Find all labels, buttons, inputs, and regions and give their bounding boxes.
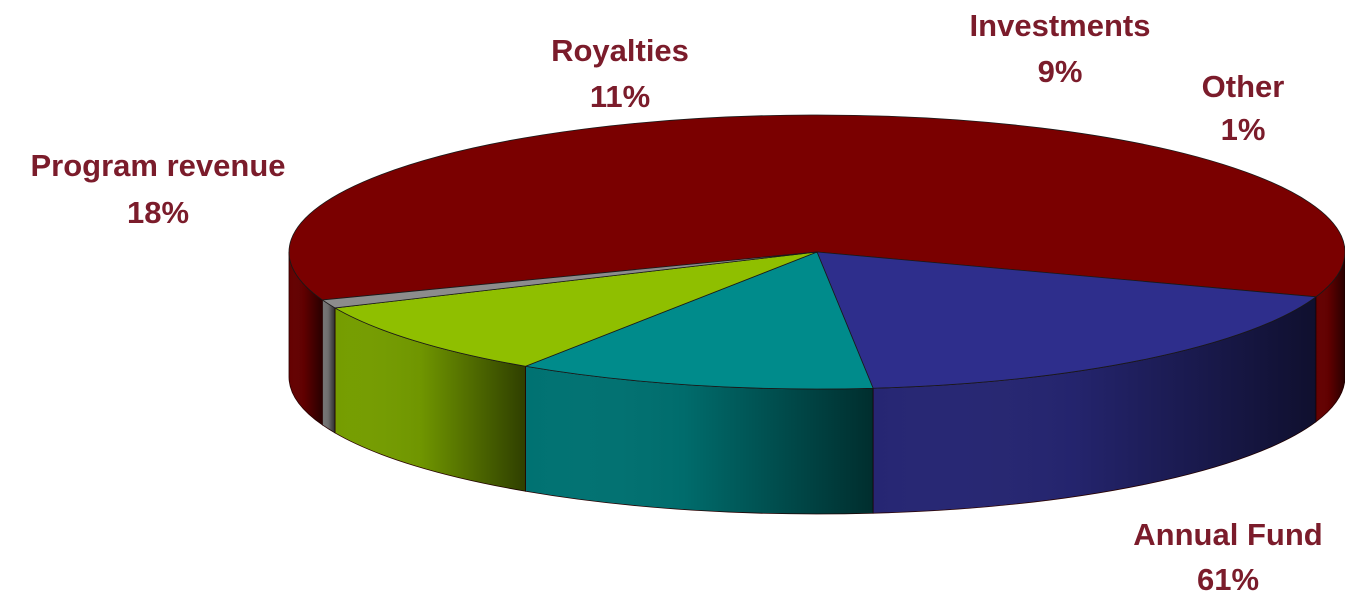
slice-label-annual-fund: Annual Fund 61% xyxy=(1133,517,1322,593)
label-other-name: Other xyxy=(1202,69,1285,104)
pie-top xyxy=(288,114,1345,390)
label-investments-name: Investments xyxy=(970,8,1151,43)
slice-top-annual-fund xyxy=(288,114,1345,301)
label-annual-fund-pct: 61% xyxy=(1197,562,1259,593)
slice-top-royalties xyxy=(524,251,874,390)
label-program-revenue-pct: 18% xyxy=(127,195,189,230)
label-program-revenue-name: Program revenue xyxy=(31,148,286,183)
slice-top-program-revenue xyxy=(816,251,1318,389)
slice-side-shading-other xyxy=(322,299,336,433)
slice-label-program-revenue: Program revenue 18% xyxy=(31,148,286,230)
slice-label-royalties: Royalties 11% xyxy=(551,33,689,114)
label-royalties-pct: 11% xyxy=(590,79,650,114)
label-other-pct: 1% xyxy=(1221,112,1266,147)
label-annual-fund-name: Annual Fund xyxy=(1133,517,1322,552)
slice-side-shading-annual-fund-1 xyxy=(1315,252,1345,422)
label-investments-pct: 9% xyxy=(1038,54,1083,89)
slice-top-investments xyxy=(333,251,818,367)
slice-side-shading-annual-fund xyxy=(289,252,323,425)
slice-label-investments: Investments 9% xyxy=(970,8,1151,89)
slice-side-shading-royalties xyxy=(525,366,874,514)
slice-side-shading-program-revenue xyxy=(873,296,1316,514)
slice-side-shading-investments xyxy=(335,307,526,492)
label-royalties-name: Royalties xyxy=(551,33,689,68)
pie-sides xyxy=(288,251,1345,515)
slice-top-other xyxy=(321,251,818,309)
slice-label-other: Other 1% xyxy=(1202,69,1285,147)
